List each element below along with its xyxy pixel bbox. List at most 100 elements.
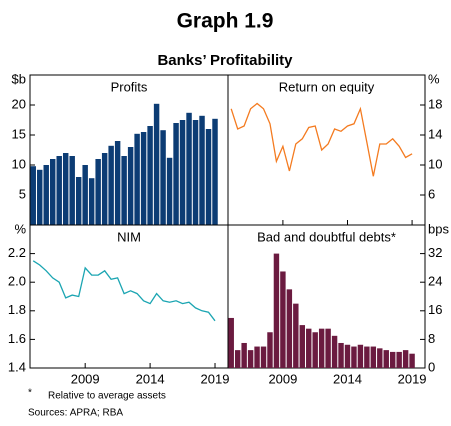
x-tick-label: 2019 <box>398 371 427 386</box>
bar <box>121 156 127 225</box>
y-tick-label: 10 <box>12 156 26 171</box>
bar <box>82 165 88 225</box>
y-axis-label: % <box>428 71 440 86</box>
bar <box>273 253 280 368</box>
bar <box>351 346 357 368</box>
bar <box>134 133 140 225</box>
y-tick-label: 5 <box>19 186 26 201</box>
bar <box>409 353 415 368</box>
x-tick-label: 2014 <box>333 371 362 386</box>
y-axis-label: $b <box>12 71 26 86</box>
y-tick-label: 1.6 <box>8 331 26 346</box>
bar <box>127 147 134 225</box>
bar <box>43 165 49 225</box>
x-tick-label: 2019 <box>201 371 230 386</box>
bar <box>357 344 364 368</box>
x-tick-label: 2009 <box>71 371 100 386</box>
bar <box>377 348 383 368</box>
bar <box>254 346 260 368</box>
x-tick-label: 2009 <box>268 371 297 386</box>
y-tick-label: 1.8 <box>8 302 26 317</box>
bar <box>114 141 121 225</box>
y-tick-label: 2.0 <box>8 274 26 289</box>
sources: Sources: APRA; RBA <box>28 408 123 419</box>
bar <box>318 328 325 368</box>
bar <box>280 271 286 368</box>
y-tick-label: 16 <box>428 302 442 317</box>
y-tick-label: 20 <box>12 96 26 111</box>
y-tick-label: 0 <box>428 359 435 374</box>
bar <box>212 118 218 225</box>
y-tick-label: 32 <box>428 245 442 260</box>
bar <box>62 153 69 225</box>
bar <box>325 328 331 368</box>
panel-frame <box>227 74 426 226</box>
bar <box>199 115 205 225</box>
bar <box>166 157 173 225</box>
bar <box>49 159 56 225</box>
bar <box>396 351 402 368</box>
bar <box>30 166 36 225</box>
bar <box>228 317 234 368</box>
chart-subtitle: Banks’ Profitability <box>157 52 293 69</box>
footnote: Relative to average assets <box>48 391 166 402</box>
chart-title: Graph 1.9 <box>177 10 274 33</box>
bar <box>88 178 95 225</box>
bar <box>383 350 389 368</box>
bar <box>69 156 75 225</box>
bar <box>192 120 199 225</box>
bar <box>75 177 82 225</box>
bar <box>160 130 166 225</box>
y-tick-label: 15 <box>12 126 26 141</box>
bar <box>173 123 179 225</box>
panel-frame <box>29 224 229 369</box>
bar <box>234 350 241 368</box>
bar <box>37 169 43 225</box>
panel-title: NIM <box>117 229 141 244</box>
bar <box>267 332 273 368</box>
y-tick-label: 10 <box>428 156 442 171</box>
y-tick-label: 24 <box>428 274 442 289</box>
bar <box>344 344 351 368</box>
bar <box>153 103 160 225</box>
y-tick-label: 8 <box>428 331 435 346</box>
y-tick-label: 18 <box>428 96 442 111</box>
bar <box>370 346 377 368</box>
bar <box>364 346 370 368</box>
bar <box>331 335 338 368</box>
bar <box>312 332 318 368</box>
y-tick-label: 14 <box>428 126 442 141</box>
bar <box>247 350 254 368</box>
bar <box>306 328 312 368</box>
bar <box>140 132 147 225</box>
bar <box>402 350 409 368</box>
line <box>32 260 216 322</box>
bar <box>389 351 396 368</box>
bar <box>108 145 114 225</box>
bar <box>260 346 267 368</box>
y-axis-label: % <box>14 221 26 236</box>
x-tick-label: 2014 <box>136 371 165 386</box>
panel-title: Profits <box>111 79 148 94</box>
bar <box>186 112 192 225</box>
bar <box>286 289 293 368</box>
bar <box>147 126 153 225</box>
bar <box>101 153 108 225</box>
bar <box>205 129 212 225</box>
bar <box>241 342 247 368</box>
bar <box>293 303 299 368</box>
y-tick-label: 6 <box>428 186 435 201</box>
footnote-marker: * <box>28 388 32 399</box>
line <box>230 102 413 177</box>
y-tick-label: 2.2 <box>8 245 26 260</box>
bar <box>338 342 344 368</box>
y-axis-label: bps <box>428 221 449 236</box>
panel-title: Bad and doubtful debts* <box>257 229 396 244</box>
bar <box>56 156 62 225</box>
bar <box>95 159 101 225</box>
bar <box>179 120 186 225</box>
panel-title: Return on equity <box>279 79 375 94</box>
y-tick-label: 1.4 <box>8 359 26 374</box>
bar <box>299 325 305 368</box>
